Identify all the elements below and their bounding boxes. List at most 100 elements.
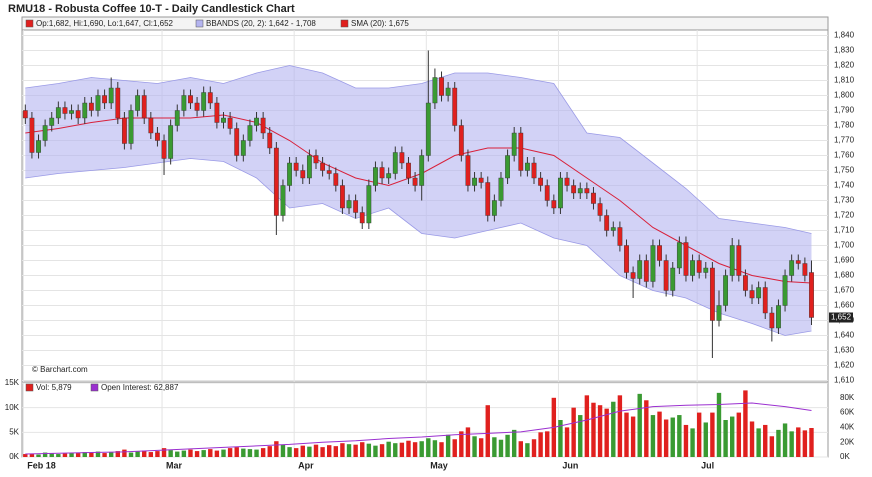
volume-bar <box>320 447 325 457</box>
bband-area <box>25 65 812 336</box>
volume-bar <box>584 395 590 457</box>
volume-bar <box>161 448 167 457</box>
candle-body <box>240 140 246 156</box>
volume-bar <box>234 447 239 457</box>
volume-bar <box>756 428 761 457</box>
candle-body <box>518 132 524 171</box>
volume-bar <box>730 416 735 457</box>
volume-bar <box>624 412 629 457</box>
volume-bar <box>327 445 332 457</box>
candle-body <box>49 117 55 126</box>
candle-body <box>102 95 107 104</box>
volume-bar <box>802 430 808 457</box>
legend-swatch <box>90 383 99 392</box>
volume-bar <box>42 452 48 457</box>
candle-body <box>194 102 200 111</box>
volume-bar <box>663 419 669 457</box>
candle-body <box>62 107 68 114</box>
volume-bar <box>293 448 299 457</box>
volume-bar <box>696 412 702 457</box>
candle-body <box>141 95 147 119</box>
y-tick-label: 1,750 <box>834 166 855 175</box>
volume-bar <box>353 444 358 457</box>
candle-body <box>584 188 590 194</box>
candle-body <box>326 170 332 174</box>
candle-body <box>670 267 676 291</box>
candle-body <box>511 132 517 156</box>
candle-body <box>406 162 411 179</box>
y2-tick-label: 40K <box>840 423 855 432</box>
candle-body <box>683 242 689 276</box>
candle-body <box>650 245 656 282</box>
open-interest-line <box>25 402 812 455</box>
candle-body <box>135 95 141 111</box>
volume-bar <box>736 412 742 457</box>
volume-bar <box>670 417 675 457</box>
volume-bar <box>148 452 154 457</box>
volume-bar <box>796 427 801 457</box>
volume-bar <box>115 451 120 457</box>
y-tick-label: 1,780 <box>834 121 855 130</box>
candle-body <box>174 110 180 126</box>
volume-bar <box>287 447 292 457</box>
candle-body <box>782 275 788 306</box>
candle-body <box>155 132 160 141</box>
volume-bar <box>379 444 385 457</box>
volume-bar <box>188 449 193 457</box>
volume-bar <box>62 453 68 457</box>
y-tick-label: 1,630 <box>834 346 855 355</box>
volume-bar <box>511 429 517 457</box>
volume-bar <box>743 390 748 457</box>
volume-bar <box>267 446 272 457</box>
candle-body <box>544 185 550 201</box>
candle-body <box>485 182 491 216</box>
candle-body <box>227 117 233 129</box>
volume-bar <box>426 438 431 457</box>
volume-bar <box>716 392 722 457</box>
volume-bar <box>617 395 623 457</box>
candle-body <box>795 260 801 264</box>
x-tick-label: Jul <box>701 460 714 470</box>
candle-body <box>148 117 154 134</box>
volume-bar <box>221 449 226 457</box>
candle-body <box>789 260 795 276</box>
candle-body <box>491 200 497 216</box>
candle-body <box>564 177 570 186</box>
candle-body <box>525 162 530 171</box>
candle-body <box>571 185 577 194</box>
candle-body <box>709 267 715 321</box>
candle-body <box>478 177 484 183</box>
volume-bar <box>393 443 398 457</box>
volume-bar <box>492 437 497 457</box>
x-tick-label: May <box>430 460 448 470</box>
volume-bar <box>155 451 160 457</box>
volume-bar <box>201 450 206 457</box>
candle-body <box>597 203 603 216</box>
candle-body <box>366 185 372 224</box>
volume-bar <box>175 451 180 457</box>
candle-body <box>353 200 359 213</box>
candle-body <box>419 155 425 186</box>
volume-bar <box>597 405 603 457</box>
candle-body <box>300 170 306 179</box>
volume-bar <box>538 432 543 457</box>
legend-label: SMA (20): 1,675 <box>351 19 409 28</box>
y-tick-label: 1,760 <box>834 151 855 160</box>
candle-body <box>128 110 134 144</box>
volume-bar <box>545 431 550 457</box>
last-price-label: 1,652 <box>831 313 852 322</box>
y-tick-label: 1,660 <box>834 301 855 310</box>
candle-body <box>306 155 312 179</box>
volume-bar <box>710 412 715 457</box>
volume-bar <box>465 427 471 457</box>
volume-bar <box>531 439 537 457</box>
volume-bar <box>650 415 656 457</box>
y-tick-label: 1,820 <box>834 61 855 70</box>
y-tick-label: 5K <box>9 427 19 436</box>
candle-body <box>729 245 735 276</box>
candle-body <box>690 260 695 276</box>
volume-bar <box>525 443 530 457</box>
candle-body <box>36 140 41 153</box>
volume-bar <box>558 420 563 457</box>
